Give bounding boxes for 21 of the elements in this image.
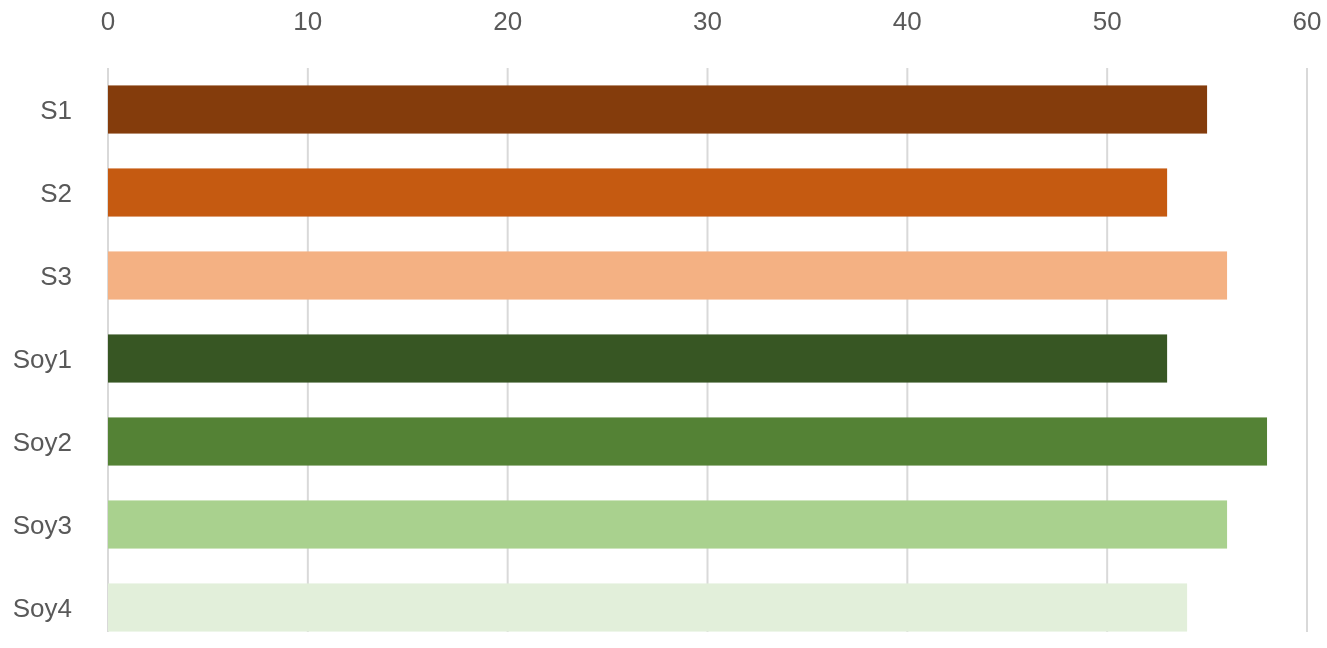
bar: [108, 168, 1168, 217]
y-tick-label: Soy2: [12, 426, 72, 457]
y-tick-label: Soy1: [12, 343, 72, 374]
y-tick-label: Soy3: [12, 509, 72, 540]
y-tick-label: S2: [40, 177, 72, 208]
bar: [108, 85, 1208, 134]
bar: [108, 251, 1228, 300]
x-tick-label: 60: [1292, 6, 1322, 36]
bar: [108, 583, 1188, 632]
x-tick-label: 50: [1092, 6, 1122, 36]
y-tick-label: S1: [40, 94, 72, 125]
y-tick-label: S3: [40, 260, 72, 291]
bar: [108, 417, 1268, 466]
x-tick-label: 40: [892, 6, 922, 36]
x-tick-label: 0: [100, 6, 116, 36]
x-tick-label: 10: [293, 6, 323, 36]
bar: [108, 334, 1168, 383]
x-tick-label: 30: [693, 6, 722, 36]
x-tick-label: 20: [493, 6, 523, 36]
y-tick-label: Soy4: [12, 592, 72, 623]
bar: [108, 500, 1228, 549]
